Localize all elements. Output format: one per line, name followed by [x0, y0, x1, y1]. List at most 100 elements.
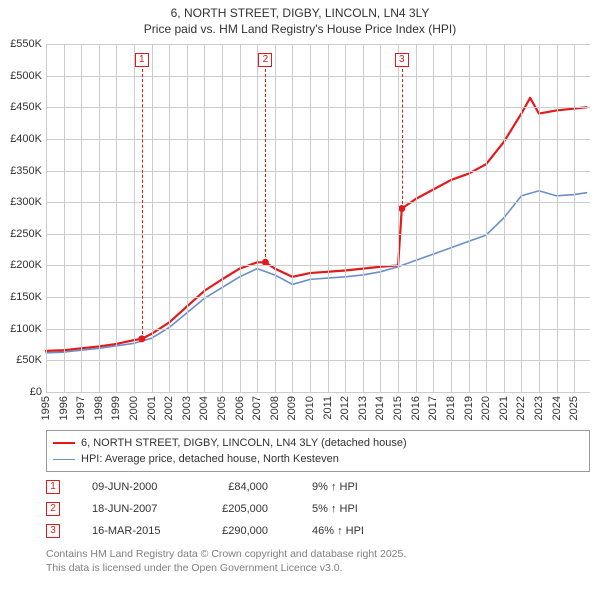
legend-swatch — [53, 459, 75, 460]
gridline-v — [486, 44, 487, 392]
y-tick-label: £300K — [10, 196, 42, 208]
event-price: £84,000 — [188, 481, 268, 493]
gridline-v — [328, 44, 329, 392]
x-tick-label: 2025 — [568, 396, 580, 420]
y-tick-label: £450K — [10, 101, 42, 113]
gridline-v — [557, 44, 558, 392]
event-pct: 46% ↑ HPI — [282, 525, 402, 537]
gridline-h — [46, 392, 590, 393]
x-tick-label: 2015 — [392, 396, 404, 420]
gridline-v — [134, 44, 135, 392]
gridline-v — [187, 44, 188, 392]
x-tick-label: 1995 — [40, 396, 52, 420]
x-tick-label: 2013 — [357, 396, 369, 420]
event-price: £205,000 — [188, 503, 268, 515]
marker-box: 3 — [395, 53, 409, 67]
gridline-h — [46, 202, 590, 203]
gridline-v — [99, 44, 100, 392]
marker-box: 1 — [135, 53, 149, 67]
gridline-h — [46, 76, 590, 77]
gridline-v — [363, 44, 364, 392]
event-row: 218-JUN-2007£205,0005% ↑ HPI — [46, 498, 590, 520]
gridline-v — [504, 44, 505, 392]
event-marker-box: 3 — [46, 524, 60, 538]
gridline-v — [257, 44, 258, 392]
gridline-h — [46, 107, 590, 108]
chart-svg — [46, 44, 590, 392]
gridline-h — [46, 329, 590, 330]
x-tick-label: 2017 — [427, 396, 439, 420]
x-tick-label: 2022 — [515, 396, 527, 420]
gridline-v — [292, 44, 293, 392]
x-tick-label: 2021 — [498, 396, 510, 420]
title-block: 6, NORTH STREET, DIGBY, LINCOLN, LN4 3LY… — [0, 0, 600, 37]
gridline-h — [46, 265, 590, 266]
gridline-v — [275, 44, 276, 392]
gridline-v — [380, 44, 381, 392]
event-marker-box: 1 — [46, 480, 60, 494]
title-line-1: 6, NORTH STREET, DIGBY, LINCOLN, LN4 3LY — [0, 6, 600, 22]
x-tick-label: 2018 — [445, 396, 457, 420]
gridline-v — [398, 44, 399, 392]
y-tick-label: £250K — [10, 228, 42, 240]
x-tick-label: 1998 — [93, 396, 105, 420]
gridline-v — [521, 44, 522, 392]
gridline-v — [433, 44, 434, 392]
marker-vline — [142, 69, 143, 339]
y-tick-label: £500K — [10, 70, 42, 82]
footer-line-2: This data is licensed under the Open Gov… — [46, 562, 590, 576]
chart-plot-area: £0£50K£100K£150K£200K£250K£300K£350K£400… — [46, 44, 590, 392]
x-tick-label: 2008 — [269, 396, 281, 420]
legend-row: HPI: Average price, detached house, Nort… — [53, 451, 583, 467]
footer: Contains HM Land Registry data © Crown c… — [46, 548, 590, 575]
y-tick-label: £150K — [10, 291, 42, 303]
x-tick-label: 2014 — [374, 396, 386, 420]
event-row: 316-MAR-2015£290,00046% ↑ HPI — [46, 520, 590, 542]
y-tick-label: £550K — [10, 38, 42, 50]
gridline-v — [310, 44, 311, 392]
footer-line-1: Contains HM Land Registry data © Crown c… — [46, 548, 590, 562]
chart-container: 6, NORTH STREET, DIGBY, LINCOLN, LN4 3LY… — [0, 0, 600, 590]
x-tick-label: 2005 — [216, 396, 228, 420]
event-table: 109-JUN-2000£84,0009% ↑ HPI218-JUN-2007£… — [46, 476, 590, 542]
gridline-v — [116, 44, 117, 392]
title-line-2: Price paid vs. HM Land Registry's House … — [0, 22, 600, 38]
x-tick-label: 2020 — [480, 396, 492, 420]
event-pct: 9% ↑ HPI — [282, 481, 402, 493]
series-price_paid — [46, 98, 586, 351]
x-tick-label: 1997 — [75, 396, 87, 420]
y-tick-label: £200K — [10, 259, 42, 271]
gridline-v — [152, 44, 153, 392]
x-tick-label: 2023 — [533, 396, 545, 420]
x-tick-label: 1996 — [58, 396, 70, 420]
y-tick-label: £350K — [10, 165, 42, 177]
gridline-h — [46, 44, 590, 45]
x-tick-label: 2000 — [128, 396, 140, 420]
legend-row: 6, NORTH STREET, DIGBY, LINCOLN, LN4 3LY… — [53, 435, 583, 451]
event-price: £290,000 — [188, 525, 268, 537]
x-tick-label: 2004 — [198, 396, 210, 420]
x-tick-label: 2012 — [339, 396, 351, 420]
legend-swatch — [53, 442, 75, 444]
gridline-v — [169, 44, 170, 392]
x-tick-label: 2009 — [286, 396, 298, 420]
gridline-v — [469, 44, 470, 392]
gridline-h — [46, 171, 590, 172]
x-tick-label: 2011 — [322, 396, 334, 420]
gridline-h — [46, 297, 590, 298]
event-date: 09-JUN-2000 — [74, 481, 174, 493]
gridline-h — [46, 234, 590, 235]
marker-box: 2 — [258, 53, 272, 67]
gridline-v — [574, 44, 575, 392]
gridline-v — [81, 44, 82, 392]
marker-vline — [265, 69, 266, 262]
legend: 6, NORTH STREET, DIGBY, LINCOLN, LN4 3LY… — [46, 430, 590, 472]
y-tick-label: £100K — [10, 323, 42, 335]
legend-label: 6, NORTH STREET, DIGBY, LINCOLN, LN4 3LY… — [81, 437, 407, 449]
x-tick-label: 2006 — [234, 396, 246, 420]
gridline-h — [46, 360, 590, 361]
x-tick-label: 1999 — [110, 396, 122, 420]
legend-label: HPI: Average price, detached house, Nort… — [81, 453, 339, 465]
event-pct: 5% ↑ HPI — [282, 503, 402, 515]
gridline-v — [451, 44, 452, 392]
